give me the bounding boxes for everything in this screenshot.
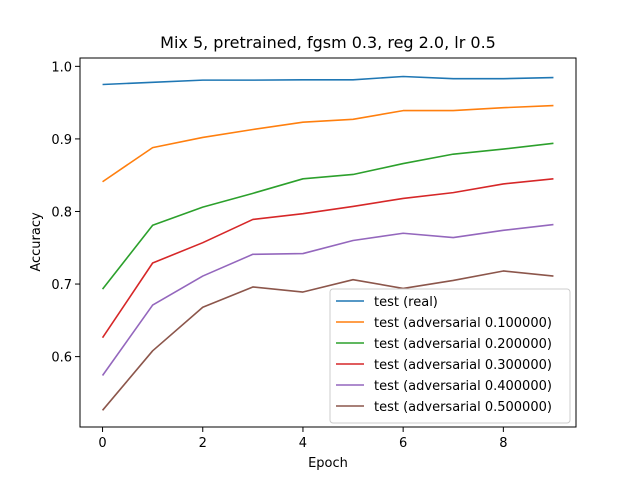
legend-entry: test (adversarial 0.300000) [374,358,552,373]
series-line-0 [102,75,554,86]
x-tick-label: 4 [299,436,307,451]
series-line-4 [101,223,554,376]
y-axis: 0.6 0.7 0.8 0.9 1.0 [51,60,80,366]
series-line-1 [102,104,554,183]
legend-box [329,288,571,424]
y-tick-label: 0.8 [51,205,72,220]
series-line-5 [101,270,554,411]
x-tick-label: 2 [199,436,207,451]
legend: test (real) test (adversarial 0.100000) te… [329,288,571,424]
x-tick-label: 8 [499,436,507,451]
y-tick-label: 0.6 [51,351,72,366]
legend-entry: test (adversarial 0.100000) [374,316,552,331]
y-tick-label: 1.0 [51,60,72,75]
y-tick-label: 0.7 [51,278,72,293]
chart-title: Mix 5, pretrained, fgsm 0.3, reg 2.0, lr… [160,33,496,52]
legend-entry: test (adversarial 0.200000) [374,337,552,352]
legend-entry: test (real) [374,295,438,310]
y-tick-label: 0.9 [51,133,72,148]
x-tick-label: 0 [98,436,106,451]
legend-entry: test (adversarial 0.500000) [374,400,552,415]
legend-entry: test (adversarial 0.400000) [374,379,552,394]
plot-area [101,75,554,411]
series-line-2 [101,142,554,290]
series-line-3 [101,178,554,339]
x-tick-label: 6 [399,436,407,451]
x-axis-label: Epoch [308,456,348,471]
x-axis: 0 2 4 6 8 [98,427,507,451]
axes-frame [79,57,577,428]
y-axis-label: Accuracy [29,212,44,272]
